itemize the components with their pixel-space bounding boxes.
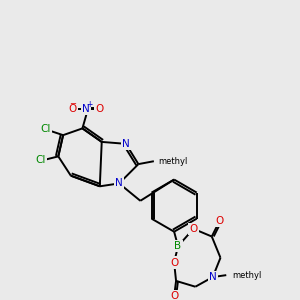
Text: N: N <box>209 272 217 282</box>
Text: N: N <box>115 178 123 188</box>
Text: Cl: Cl <box>40 124 51 134</box>
Text: +: + <box>86 100 92 109</box>
Text: B: B <box>174 241 182 251</box>
Text: N: N <box>82 104 90 114</box>
Text: O: O <box>69 104 77 114</box>
Text: O: O <box>96 104 104 114</box>
Text: O: O <box>189 224 198 234</box>
Text: methyl: methyl <box>159 157 188 166</box>
Text: N: N <box>122 139 130 149</box>
Text: −: − <box>69 99 76 108</box>
Text: O: O <box>170 291 178 300</box>
Text: methyl: methyl <box>232 271 261 280</box>
Text: O: O <box>215 216 223 226</box>
Text: Cl: Cl <box>36 155 46 165</box>
Text: O: O <box>170 258 178 268</box>
